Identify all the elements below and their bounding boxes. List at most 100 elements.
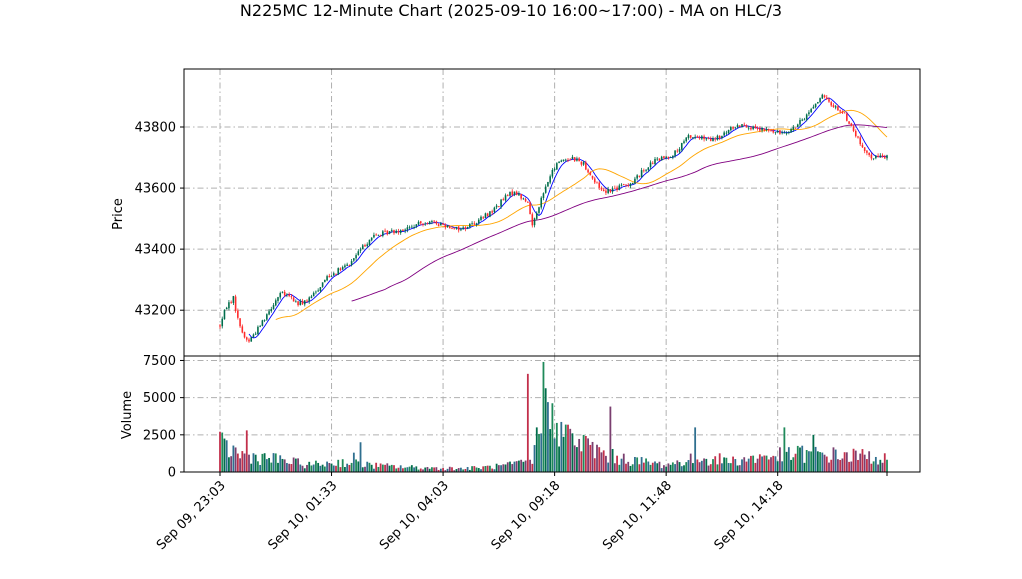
volume-bar	[729, 463, 732, 472]
volume-bar	[616, 455, 618, 472]
candle-body	[562, 159, 565, 161]
candle-body	[448, 226, 451, 229]
volume-bar	[455, 469, 458, 472]
volume-bar	[417, 469, 420, 472]
volume-bar	[446, 468, 449, 472]
volume-bar	[529, 459, 531, 472]
candle-body	[366, 244, 369, 247]
candle-body	[234, 296, 237, 311]
volume-bar	[779, 447, 781, 472]
volume-bar	[680, 466, 683, 472]
volume-bar	[694, 427, 697, 472]
volume-bar	[707, 465, 710, 472]
candle-body	[475, 223, 478, 225]
volume-bar	[567, 424, 569, 472]
candle-body	[609, 189, 612, 193]
volume-bar	[422, 469, 424, 472]
candle-body	[248, 339, 250, 342]
candle-body	[647, 167, 650, 170]
volume-bar	[370, 464, 373, 472]
volume-bar	[230, 456, 233, 472]
volume-bar	[787, 447, 790, 472]
candle-body	[763, 128, 766, 131]
candle-body	[567, 159, 569, 161]
volume-bar	[323, 466, 326, 472]
volume-bar	[475, 467, 478, 472]
candle-body	[395, 230, 398, 233]
volume-bar	[424, 467, 427, 472]
volume-bar	[718, 453, 721, 472]
candle-body	[643, 170, 645, 172]
candle-body	[435, 221, 438, 224]
volume-bar	[404, 467, 407, 472]
candle-body	[484, 213, 487, 219]
candle-body	[266, 314, 268, 320]
candle-body	[629, 183, 632, 187]
volume-bar	[870, 463, 873, 472]
volume-bar	[308, 461, 311, 472]
candle-body	[694, 136, 696, 138]
volume-bar	[330, 463, 333, 472]
candle-body	[600, 187, 603, 190]
candle-body	[651, 162, 654, 164]
volume-bar	[257, 461, 259, 472]
volume-bar	[277, 462, 279, 472]
volume-bar	[544, 388, 547, 472]
price-tick-label: 43600	[135, 182, 176, 197]
volume-bar	[734, 459, 737, 472]
volume-bar	[841, 458, 844, 472]
candle-body	[359, 249, 362, 251]
volume-tick-label: 0	[168, 466, 176, 481]
candle-body	[533, 218, 536, 226]
candle-body	[315, 291, 317, 293]
price-panel-frame	[183, 68, 921, 357]
volume-bar	[399, 465, 402, 472]
candle-body	[676, 150, 679, 152]
volume-bar	[879, 459, 882, 472]
volume-bar	[294, 458, 297, 472]
volume-bar	[736, 465, 739, 472]
candle-body	[660, 156, 663, 161]
volume-bar	[874, 456, 877, 472]
candle-body	[792, 127, 795, 130]
volume-bar	[638, 464, 641, 472]
volume-bar	[687, 460, 690, 472]
candle-body	[772, 130, 775, 133]
candle-body	[317, 290, 319, 292]
volume-bar	[484, 466, 487, 472]
volume-bar	[357, 461, 360, 472]
volume-bar	[805, 450, 808, 472]
volume-bar	[526, 373, 529, 472]
candle-body	[413, 227, 415, 228]
candle-body	[330, 275, 333, 277]
volume-bar	[627, 461, 630, 472]
candle-body	[839, 110, 841, 112]
volume-bar	[254, 454, 257, 472]
volume-bar	[774, 456, 777, 472]
volume-bar	[642, 462, 645, 472]
candle-body	[379, 235, 382, 237]
candle-body	[756, 128, 759, 129]
candle-body	[783, 132, 786, 134]
candle-body	[297, 301, 299, 306]
volume-bar	[368, 462, 371, 472]
candle-body	[440, 223, 442, 226]
volume-bar	[439, 468, 442, 472]
volume-bar	[560, 421, 563, 472]
candle-body	[221, 318, 224, 327]
volume-bar	[533, 445, 536, 472]
volume-bar	[359, 442, 362, 472]
volume-bar	[558, 446, 560, 472]
candle-body	[513, 191, 516, 195]
candle-body	[511, 191, 514, 195]
candle-body	[645, 169, 647, 171]
candle-body	[817, 102, 819, 104]
volume-bar	[468, 469, 471, 472]
candle-body	[680, 143, 683, 150]
volume-bar	[758, 454, 761, 472]
candle-body	[328, 275, 331, 278]
candle-body	[821, 94, 824, 99]
candle-body	[705, 138, 708, 140]
volume-bar	[743, 457, 746, 472]
volume-bar	[765, 455, 768, 472]
